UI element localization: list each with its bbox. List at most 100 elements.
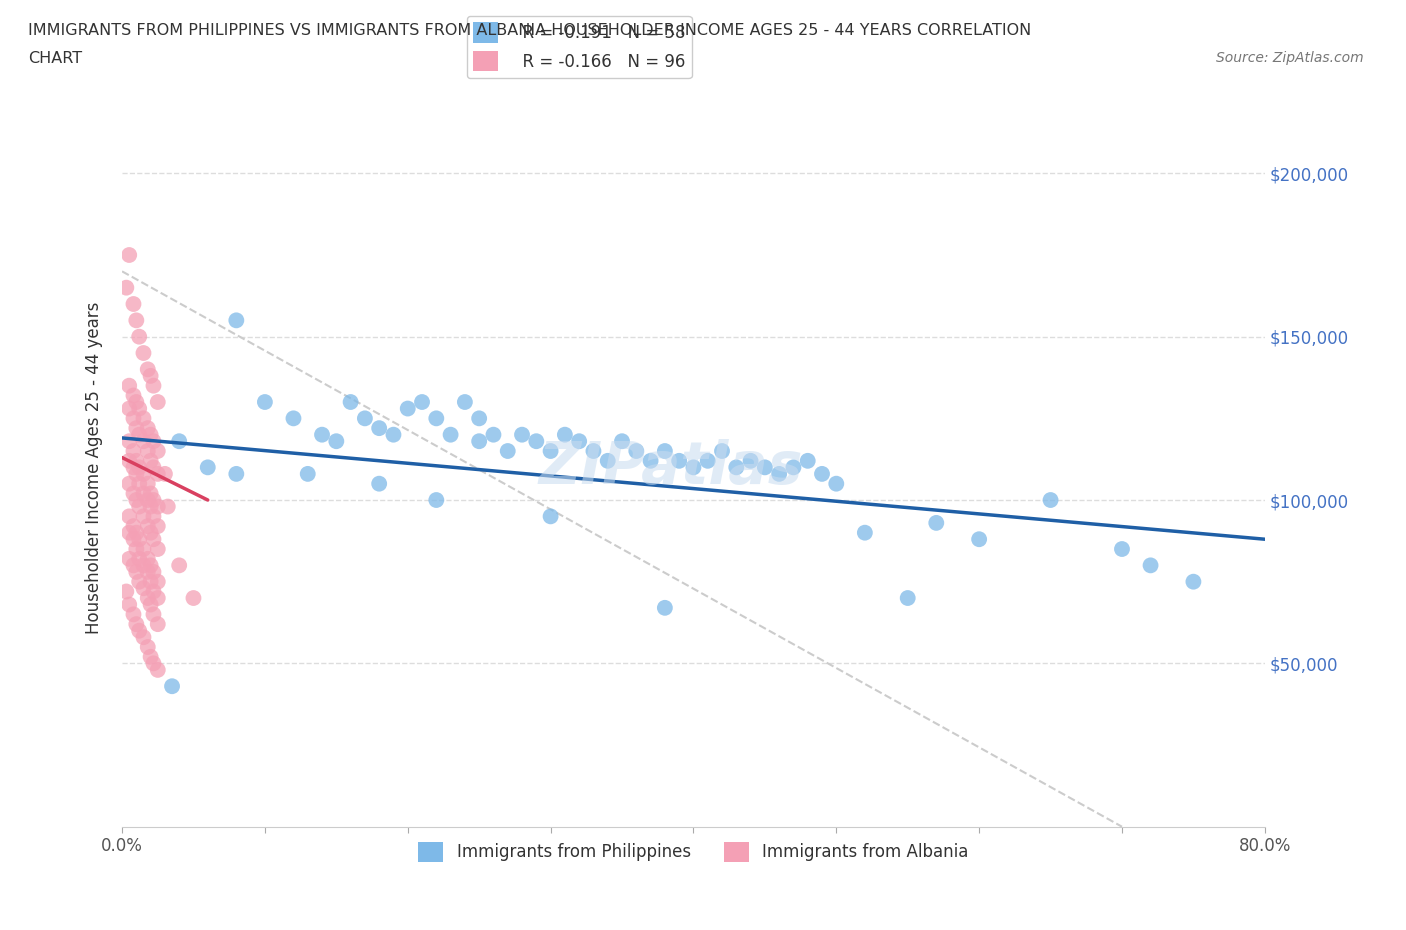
Point xyxy=(610,433,633,448)
Point xyxy=(197,460,219,475)
Point xyxy=(125,420,148,435)
Point xyxy=(125,565,148,579)
Point xyxy=(167,433,190,448)
Point xyxy=(796,454,818,469)
Point xyxy=(654,444,676,458)
Point xyxy=(118,551,141,566)
Point xyxy=(468,411,491,426)
Point xyxy=(128,401,150,416)
Point xyxy=(382,427,405,442)
Point xyxy=(146,394,169,409)
Point xyxy=(768,467,790,482)
Point xyxy=(146,499,169,514)
Point xyxy=(132,558,155,573)
Point xyxy=(682,460,704,475)
Point xyxy=(146,662,169,677)
Point xyxy=(139,597,162,612)
Point xyxy=(139,368,162,383)
Point xyxy=(153,467,176,482)
Point xyxy=(115,584,138,599)
Point xyxy=(740,454,762,469)
Point xyxy=(482,427,505,442)
Point xyxy=(696,454,718,469)
Point xyxy=(128,460,150,475)
Point xyxy=(118,401,141,416)
Point xyxy=(626,444,648,458)
Point xyxy=(897,591,920,605)
Point xyxy=(132,486,155,501)
Point xyxy=(142,565,165,579)
Point xyxy=(132,509,155,524)
Point xyxy=(468,433,491,448)
Point xyxy=(146,444,169,458)
Point xyxy=(568,433,591,448)
Point xyxy=(132,630,155,644)
Point xyxy=(132,541,155,556)
Point xyxy=(811,467,834,482)
Point xyxy=(311,427,333,442)
Point xyxy=(122,411,145,426)
Point xyxy=(554,427,576,442)
Point xyxy=(118,247,141,262)
Point xyxy=(146,467,169,482)
Point xyxy=(125,467,148,482)
Point xyxy=(668,454,690,469)
Point xyxy=(136,640,159,655)
Point xyxy=(132,467,155,482)
Point xyxy=(125,312,148,327)
Point xyxy=(1111,541,1133,556)
Point xyxy=(283,411,305,426)
Point xyxy=(167,558,190,573)
Point xyxy=(368,420,391,435)
Point xyxy=(142,493,165,508)
Point xyxy=(136,591,159,605)
Point xyxy=(118,525,141,540)
Point xyxy=(225,467,247,482)
Point xyxy=(132,433,155,448)
Point xyxy=(142,656,165,671)
Point xyxy=(654,601,676,616)
Point xyxy=(136,476,159,491)
Point xyxy=(540,509,562,524)
Point xyxy=(132,346,155,361)
Point xyxy=(136,444,159,458)
Point xyxy=(128,551,150,566)
Point xyxy=(139,499,162,514)
Point xyxy=(122,558,145,573)
Point xyxy=(122,532,145,547)
Text: ZIPatlas: ZIPatlas xyxy=(538,439,803,496)
Point xyxy=(122,607,145,622)
Point xyxy=(122,519,145,534)
Point xyxy=(1039,493,1062,508)
Point xyxy=(125,454,148,469)
Point xyxy=(136,551,159,566)
Point xyxy=(146,541,169,556)
Point xyxy=(711,444,734,458)
Y-axis label: Householder Income Ages 25 - 44 years: Householder Income Ages 25 - 44 years xyxy=(86,301,103,633)
Point xyxy=(128,427,150,442)
Point xyxy=(640,454,662,469)
Point xyxy=(125,541,148,556)
Point xyxy=(325,433,347,448)
Point xyxy=(425,411,447,426)
Point xyxy=(118,379,141,393)
Point xyxy=(146,574,169,589)
Point xyxy=(125,617,148,631)
Point xyxy=(125,525,148,540)
Point xyxy=(125,394,148,409)
Point xyxy=(425,493,447,508)
Point xyxy=(139,486,162,501)
Point xyxy=(136,519,159,534)
Point xyxy=(156,499,179,514)
Point xyxy=(596,454,619,469)
Text: IMMIGRANTS FROM PHILIPPINES VS IMMIGRANTS FROM ALBANIA HOUSEHOLDER INCOME AGES 2: IMMIGRANTS FROM PHILIPPINES VS IMMIGRANT… xyxy=(28,23,1032,38)
Point xyxy=(136,493,159,508)
Point xyxy=(122,460,145,475)
Point xyxy=(253,394,276,409)
Point xyxy=(853,525,876,540)
Point xyxy=(1182,574,1205,589)
Point xyxy=(439,427,461,442)
Legend: Immigrants from Philippines, Immigrants from Albania: Immigrants from Philippines, Immigrants … xyxy=(412,835,976,869)
Point xyxy=(582,444,605,458)
Point xyxy=(139,649,162,664)
